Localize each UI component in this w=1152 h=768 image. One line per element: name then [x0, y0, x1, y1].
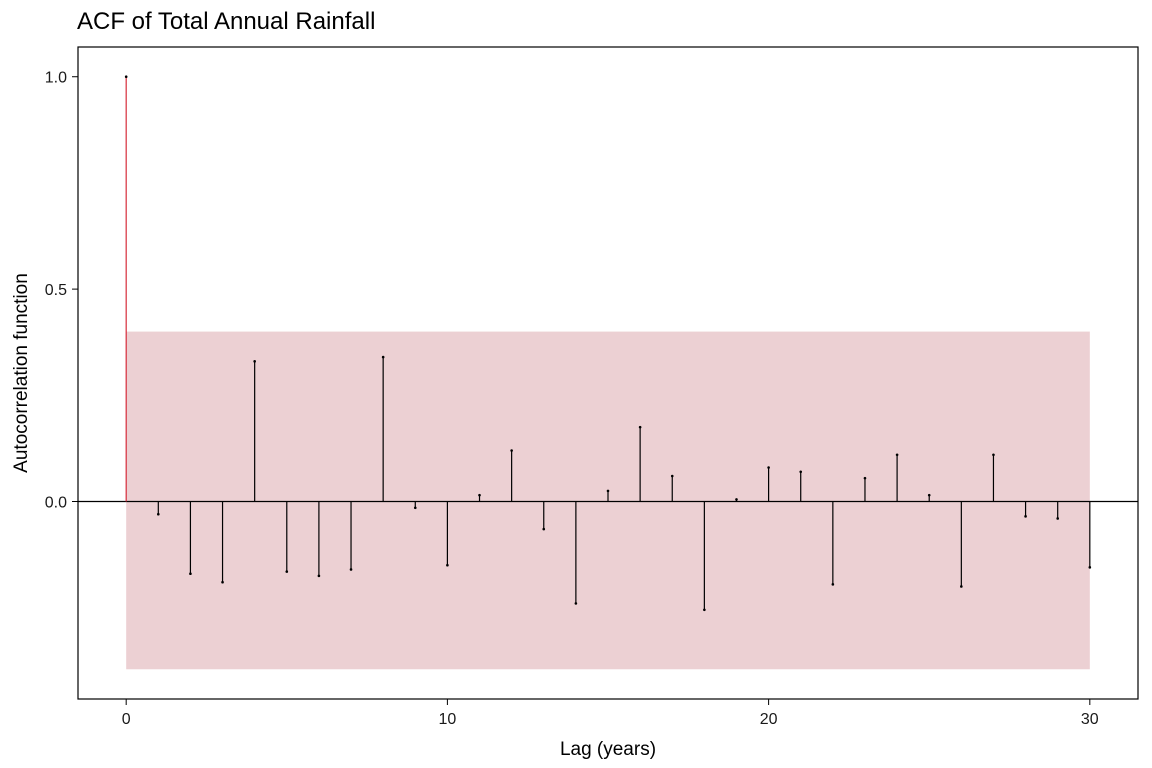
acf-point-lag-25 — [927, 493, 931, 497]
x-axis-title: Lag (years) — [560, 739, 656, 760]
acf-point-lag-23 — [863, 476, 867, 480]
chart-title: ACF of Total Annual Rainfall — [77, 8, 376, 35]
y-axis: 0.0 0.5 1.0 — [45, 70, 78, 511]
x-tick-label: 30 — [1081, 711, 1099, 728]
acf-point-lag-3 — [221, 580, 224, 584]
acf-point-lag-8 — [381, 355, 385, 359]
acf-point-lag-7 — [349, 568, 353, 571]
x-axis: 0 10 20 30 — [122, 699, 1099, 728]
x-tick-label: 20 — [760, 711, 778, 728]
acf-point-lag-14 — [574, 602, 578, 605]
acf-point-lag-24 — [895, 453, 899, 457]
acf-point-lag-9 — [413, 506, 417, 510]
acf-point-lag-0 — [124, 75, 128, 79]
acf-point-lag-27 — [992, 453, 995, 457]
y-tick-label: 0.0 — [45, 494, 67, 511]
acf-point-lag-30 — [1088, 566, 1092, 569]
acf-point-lag-4 — [253, 360, 256, 363]
acf-point-lag-28 — [1024, 515, 1027, 518]
acf-point-lag-2 — [189, 572, 192, 575]
acf-point-lag-16 — [638, 425, 642, 429]
acf-point-lag-13 — [542, 527, 546, 531]
acf-point-lag-17 — [670, 474, 674, 478]
y-tick-label: 0.5 — [45, 282, 67, 299]
acf-point-lag-15 — [606, 489, 610, 493]
plot-frame — [77, 46, 1139, 700]
x-tick-label: 0 — [122, 711, 131, 728]
acf-lines-layer — [124, 75, 1092, 612]
acf-point-lag-5 — [285, 570, 289, 573]
acf-point-lag-20 — [767, 466, 770, 469]
acf-point-lag-19 — [735, 498, 738, 501]
y-axis-title: Autocorrelation function — [11, 273, 32, 473]
acf-point-lag-26 — [960, 585, 963, 588]
x-tick-label: 10 — [438, 711, 456, 728]
acf-point-lag-18 — [703, 608, 706, 612]
acf-point-lag-10 — [446, 563, 449, 567]
acf-point-lag-12 — [510, 449, 513, 452]
acf-point-lag-29 — [1056, 517, 1059, 520]
acf-point-lag-1 — [157, 512, 160, 516]
acf-point-lag-11 — [478, 493, 481, 497]
y-tick-label: 1.0 — [45, 70, 67, 87]
acf-point-lag-6 — [317, 574, 321, 578]
acf-point-lag-21 — [799, 470, 803, 474]
acf-point-lag-22 — [831, 583, 835, 586]
